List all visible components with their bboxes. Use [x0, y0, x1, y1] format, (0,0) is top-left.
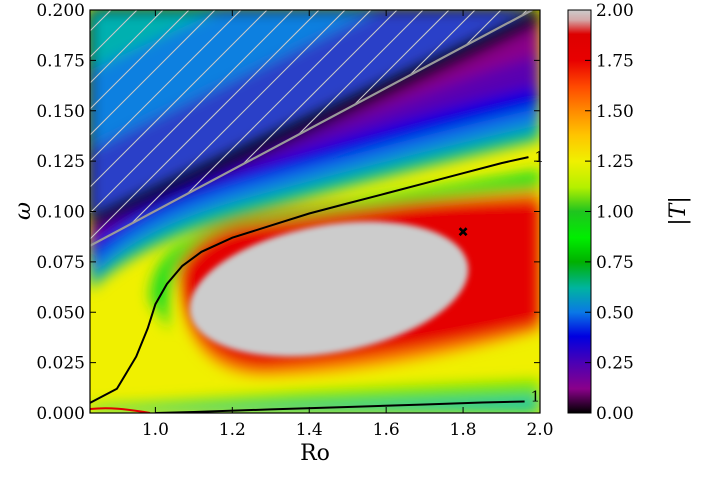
marker-stroke-b — [458, 227, 468, 237]
colorbar-tick-label: 1.75 — [596, 51, 634, 71]
y-tick-label: 0.075 — [36, 253, 85, 273]
colorbar-axis: 0.00 0.25 0.50 0.75 1.00 1.25 1.50 1.75 2.00 — [585, 1, 634, 424]
marker-x — [458, 227, 468, 237]
hatch-line — [90, 10, 273, 246]
hatch-line — [90, 10, 247, 246]
y-tick-label: 0.025 — [36, 354, 85, 374]
hatch-line — [0, 5, 38, 265]
hatch-line — [90, 10, 299, 246]
overlays — [90, 10, 533, 413]
colorbar-tick-label: 1.25 — [596, 152, 634, 172]
x-tick-label: 1.8 — [450, 420, 477, 440]
colorbar-tick-label: 1.50 — [596, 102, 634, 122]
hatch-line — [90, 10, 221, 246]
field-low-cyan — [90, 396, 540, 413]
colorbar-tick-label: 2.00 — [596, 1, 634, 21]
field-low-green — [90, 380, 540, 411]
colorbar-tick-label: 0.75 — [596, 253, 634, 273]
x-tick-label: 2.0 — [526, 420, 553, 440]
contour-label-2: 1 — [531, 388, 541, 406]
x-axis-label: Ro — [300, 441, 330, 466]
y-tick-label: 0.000 — [36, 404, 85, 424]
x-tick-label: 1.0 — [142, 420, 169, 440]
y-tick-label: 0.050 — [36, 303, 85, 323]
colorbar-tick-label: 1.00 — [596, 203, 634, 223]
x-tick-label: 1.4 — [296, 420, 323, 440]
contour-line-1 — [90, 156, 529, 404]
hatch-line — [531, 10, 540, 246]
colorbar-tick-label: 0.00 — [596, 404, 634, 424]
colorbar-tick-label: 0.25 — [596, 354, 634, 374]
hatch-line — [90, 10, 143, 246]
hatch-line — [584, 5, 725, 265]
hatch-line — [90, 10, 91, 246]
hatch-line — [90, 10, 325, 246]
field-grey-core — [189, 221, 469, 357]
y-tick-label: 0.125 — [36, 152, 85, 172]
y-tick-label: 0.150 — [36, 102, 85, 122]
y-tick-label: 0.200 — [36, 1, 85, 21]
x-tick-label: 1.6 — [373, 420, 400, 440]
y-tick-label: 0.175 — [36, 51, 85, 71]
hatch-line — [714, 5, 725, 265]
x-tick-label: 1.2 — [219, 420, 246, 440]
field-low-red-sliver — [90, 407, 151, 413]
contour-label-1: 1 — [534, 148, 544, 166]
boundary-line — [90, 10, 533, 247]
x-axis: 1.0 1.2 1.4 1.6 1.8 2.0 — [142, 10, 554, 440]
hatch-line — [90, 10, 169, 246]
colorbar-tick-label: 0.50 — [596, 303, 634, 323]
colorbar-label: |T| — [666, 196, 691, 226]
contour-line-2 — [155, 400, 525, 413]
hatch-line — [688, 5, 725, 265]
hatch-line — [90, 10, 195, 246]
y-axis-label: ω — [11, 202, 36, 220]
field-green-ring — [150, 170, 540, 330]
y-axis: 0.000 0.025 0.050 0.075 0.100 0.125 0.150 0.175… — [36, 1, 540, 424]
y-tick-label: 0.100 — [36, 203, 85, 223]
hatch-line — [0, 5, 64, 265]
